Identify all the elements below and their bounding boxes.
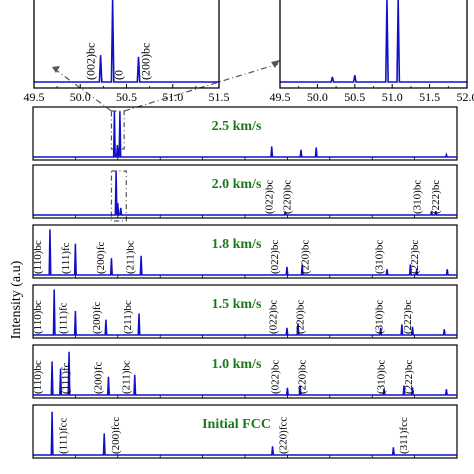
inset-tick-label: 51.5 xyxy=(209,90,230,104)
inset-tick-label: 51.0 xyxy=(162,90,183,104)
peak-label: (022)bc xyxy=(268,300,280,334)
peak-label: (310)bc xyxy=(412,180,424,214)
inset-peak-label: (002)bc xyxy=(84,43,98,80)
peak-label: (220)bc xyxy=(296,360,308,394)
inset-right-plot: 49.5 50.0 50.5 51.0 51.5 52.0 xyxy=(270,0,474,104)
panel-title: 2.0 km/s xyxy=(212,177,262,192)
y-axis-label: Intensity (a.u) xyxy=(9,260,24,339)
inset-peak-label: (0 xyxy=(112,70,126,80)
inset-left-plot: (002)bc (0 (200)bc 49.5 50.0 50.5 51.0 51.5 xyxy=(24,0,230,104)
guide-line-left xyxy=(55,69,112,112)
peak-label: (220)bc xyxy=(282,180,294,214)
spectrum-trace xyxy=(33,289,457,336)
guide-arrow-right xyxy=(271,60,280,68)
peak-label: (200)fc xyxy=(95,242,107,274)
panel-title: 1.8 km/s xyxy=(212,237,262,252)
peak-label: (200)fcc xyxy=(110,417,122,454)
peak-label: (200)fc xyxy=(92,362,104,394)
inset-tick-label: 50.5 xyxy=(344,90,365,104)
peak-label: (110)bc xyxy=(32,240,44,274)
inset-tick-label: 49.5 xyxy=(270,90,291,104)
inset-trace xyxy=(280,0,467,83)
peak-label: (211)bc xyxy=(120,360,132,394)
peak-label: (310)bc xyxy=(376,360,388,394)
peak-label: (111)fcc xyxy=(58,417,70,454)
peak-label: (200)fc xyxy=(91,302,103,334)
peak-label: (111)fc xyxy=(60,362,72,394)
inset-tick-label: 51.5 xyxy=(419,90,440,104)
peak-label: (220)bc xyxy=(299,240,311,274)
panel-title: 1.5 km/s xyxy=(212,297,262,312)
panel-title: 2.5 km/s xyxy=(212,119,262,134)
inset-frame xyxy=(279,0,468,89)
inset-tick-label: 52.0 xyxy=(457,90,474,104)
inset-tick-label: 51.0 xyxy=(382,90,403,104)
peak-label: (110)bc xyxy=(32,300,44,334)
peak-label: (022)bc xyxy=(269,240,281,274)
zoom-guides xyxy=(52,60,280,222)
inset-peak-label: (200)bc xyxy=(139,43,153,80)
inset-tick-label: 49.5 xyxy=(24,90,45,104)
spectrum-trace xyxy=(33,170,457,216)
spectrum-trace xyxy=(33,229,457,276)
peak-label: (211)bc xyxy=(122,300,134,334)
inset-tick-label: 50.0 xyxy=(70,90,91,104)
panel-title: Initial FCC xyxy=(202,417,271,432)
stacked-spectra: 2.5 km/s2.0 km/s (022)bc (220)bc (310)bc (22… xyxy=(32,106,458,459)
peak-label: (222)bc xyxy=(409,240,421,274)
peak-label: (222)bc xyxy=(402,300,414,334)
zoom-box-2p0 xyxy=(110,170,127,222)
peak-label: (310)bc xyxy=(374,240,386,274)
peak-label: (022)bc xyxy=(263,180,275,214)
guide-arrow-left xyxy=(52,66,60,73)
peak-label: (310)bc xyxy=(374,300,386,334)
peak-label: (111)fc xyxy=(60,242,72,274)
peak-label: (220)bc xyxy=(294,300,306,334)
peak-label: (111)fc xyxy=(58,302,70,334)
spectrum-trace xyxy=(33,111,457,158)
inset-trace xyxy=(34,0,219,83)
panel-title: 1.0 km/s xyxy=(212,357,262,372)
peak-label: (222)bc xyxy=(430,180,442,214)
spectrum-trace xyxy=(33,351,457,396)
inset-tick-label: 50.0 xyxy=(307,90,328,104)
peak-label: (222)bc xyxy=(403,360,415,394)
peak-label: (220)fcc xyxy=(277,417,289,454)
inset-tick-label: 50.5 xyxy=(116,90,137,104)
peak-label: (110)bc xyxy=(32,360,44,394)
peak-label: (211)bc xyxy=(125,240,137,274)
peak-label: (311)fcc xyxy=(398,417,410,454)
peak-label: (022)bc xyxy=(270,360,282,394)
spectrum-trace xyxy=(33,411,457,456)
